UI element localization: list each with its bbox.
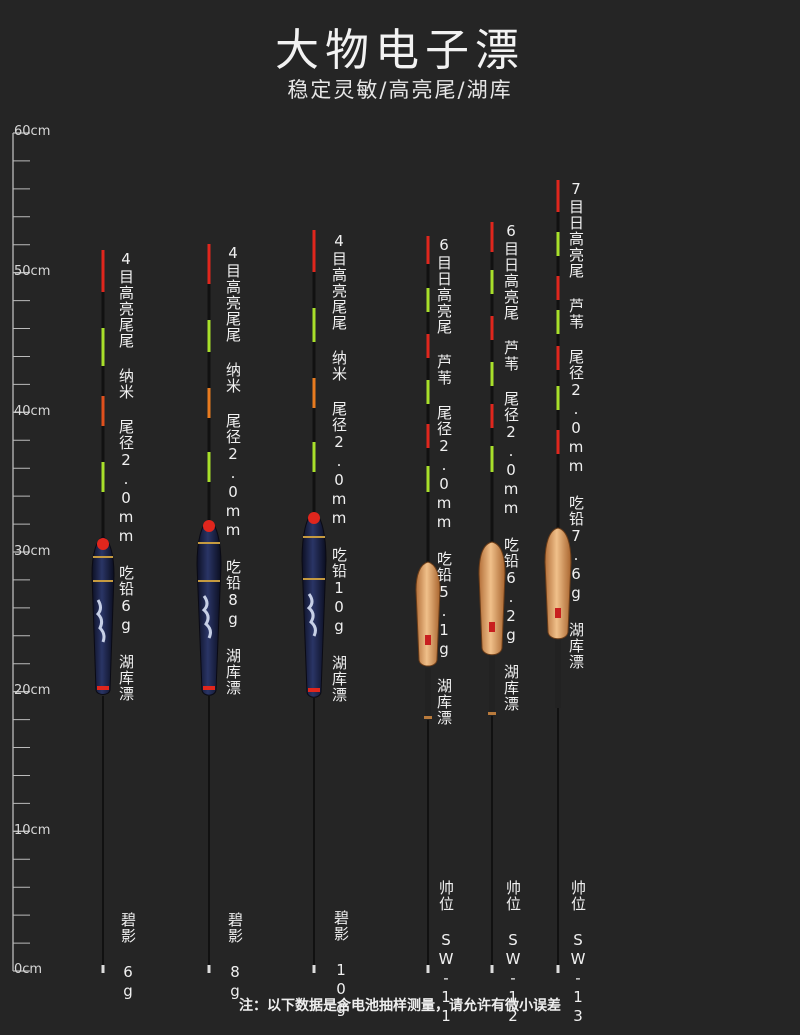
tip-segment-red bbox=[101, 250, 105, 292]
ruler-label-30: 30cm bbox=[14, 544, 51, 559]
body-flower-pattern bbox=[201, 595, 212, 639]
float-name-6: 帅位 SW-13 bbox=[569, 880, 587, 1026]
body-seal bbox=[425, 635, 431, 645]
float-body bbox=[91, 536, 115, 695]
tip-segment-red bbox=[207, 244, 211, 284]
float-biying-10g bbox=[301, 230, 327, 973]
body-cap-red bbox=[308, 512, 320, 524]
tip-segment-green bbox=[312, 442, 316, 472]
tip-segment-red bbox=[426, 236, 430, 264]
body-bottom-band bbox=[308, 688, 320, 692]
page-title: 大物电子漂 bbox=[275, 25, 525, 76]
tip-segment-green bbox=[426, 288, 430, 312]
float-body bbox=[544, 527, 572, 640]
body-band bbox=[488, 712, 496, 715]
float-spec-2: 4目高亮尾尾 纳米 尾径2.0mm 吃铅8g 湖库漂 bbox=[224, 244, 242, 696]
float-spec-3: 4目高亮尾尾 纳米 尾径2.0mm 吃铅10g 湖库漂 bbox=[330, 232, 348, 703]
body-cap-red bbox=[203, 520, 215, 532]
footer-note: 注：以下数据是含电池抽样测量，请允许有微小误差 bbox=[239, 998, 561, 1014]
body-flower-pattern bbox=[95, 599, 106, 643]
body-neck bbox=[489, 656, 495, 716]
float-body bbox=[478, 541, 506, 656]
ruler-label-60: 60cm bbox=[14, 124, 51, 139]
float-body bbox=[301, 511, 327, 698]
float-name-5: 帅位 SW-12 bbox=[504, 880, 522, 1026]
ruler-label-50: 50cm bbox=[14, 264, 51, 279]
float-spec-6: 7目日高亮尾 芦苇 尾径2.0mm 吃铅7.6g 湖库漂 bbox=[567, 180, 585, 670]
tip-segment-red bbox=[556, 430, 560, 454]
foot-tip bbox=[556, 965, 560, 973]
body-band bbox=[93, 556, 113, 558]
float-spec-4: 6目日高亮尾 芦苇 尾径2.0mm 吃铅5.1g 湖库漂 bbox=[435, 236, 453, 726]
tip-segment-red bbox=[426, 424, 430, 448]
body-band bbox=[303, 536, 325, 538]
float-body bbox=[196, 519, 222, 696]
tip-segment-green bbox=[556, 310, 560, 334]
tip-segment-green bbox=[207, 452, 211, 482]
body-bottom-band bbox=[203, 686, 215, 690]
tip-segment-red bbox=[490, 222, 494, 252]
float-name-2: 碧影 8g bbox=[226, 912, 244, 1001]
foot-tip bbox=[207, 965, 211, 973]
tip-segment-red bbox=[312, 230, 316, 272]
page-subtitle: 稳定灵敏/高亮尾/湖库 bbox=[287, 78, 513, 102]
foot-tip bbox=[426, 965, 430, 973]
body-seal bbox=[555, 608, 561, 618]
tip-segment-green bbox=[426, 380, 430, 404]
body-flower-pattern bbox=[306, 593, 317, 637]
tip-segment-red bbox=[426, 334, 430, 358]
tip-segment-green bbox=[101, 328, 105, 366]
tip-segment-green bbox=[490, 362, 494, 386]
body-band bbox=[93, 580, 113, 582]
tip-segment-green bbox=[556, 232, 560, 256]
ruler-label-20: 20cm bbox=[14, 683, 51, 698]
body-band bbox=[424, 716, 432, 719]
float-shuaiwei-sw11 bbox=[415, 236, 441, 973]
body-neck bbox=[555, 640, 561, 708]
body-band bbox=[198, 542, 220, 544]
foot-tip bbox=[101, 965, 105, 973]
ruler-label-40: 40cm bbox=[14, 404, 51, 419]
tip-segment-red bbox=[556, 276, 560, 300]
foot-tip bbox=[312, 965, 316, 973]
body-seal bbox=[489, 622, 495, 632]
float-body bbox=[415, 561, 441, 667]
body-band bbox=[198, 580, 220, 582]
tip-segment-green bbox=[426, 466, 430, 492]
tip-segment-green bbox=[312, 308, 316, 342]
tip-segment-green bbox=[556, 386, 560, 410]
tip-segment-orange bbox=[207, 388, 211, 418]
body-cap-red bbox=[97, 538, 109, 550]
float-spec-1: 4目高亮尾尾 纳米 尾径2.0mm 吃铅6g 湖库漂 bbox=[117, 250, 135, 702]
body-band bbox=[303, 578, 325, 580]
tip-segment-green bbox=[207, 320, 211, 352]
body-bottom-band bbox=[97, 686, 109, 690]
ruler-label-0: 0cm bbox=[14, 962, 43, 977]
float-shuaiwei-sw13 bbox=[544, 180, 572, 973]
float-name-3: 碧影 10g bbox=[332, 910, 350, 1018]
ruler-label-10: 10cm bbox=[14, 823, 51, 838]
tip-segment-green bbox=[490, 270, 494, 294]
tip-segment-green bbox=[101, 462, 105, 492]
float-name-1: 碧影 6g bbox=[119, 912, 137, 1001]
body-neck bbox=[425, 668, 431, 718]
foot-tip bbox=[490, 965, 494, 973]
float-spec-5: 6目日高亮尾 芦苇 尾径2.0mm 吃铅6.2g 湖库漂 bbox=[502, 222, 520, 712]
tip-segment-orange bbox=[101, 396, 105, 426]
tip-segment-red bbox=[556, 346, 560, 370]
float-biying-8g bbox=[196, 244, 222, 973]
float-biying-6g bbox=[91, 250, 115, 973]
tip-segment-red bbox=[490, 404, 494, 428]
float-name-4: 帅位 SW-11 bbox=[437, 880, 455, 1026]
float-shuaiwei-sw12 bbox=[478, 222, 506, 973]
tip-segment-orange bbox=[312, 378, 316, 408]
tip-segment-red bbox=[556, 180, 560, 212]
tip-segment-red bbox=[490, 316, 494, 340]
tip-segment-green bbox=[490, 446, 494, 472]
